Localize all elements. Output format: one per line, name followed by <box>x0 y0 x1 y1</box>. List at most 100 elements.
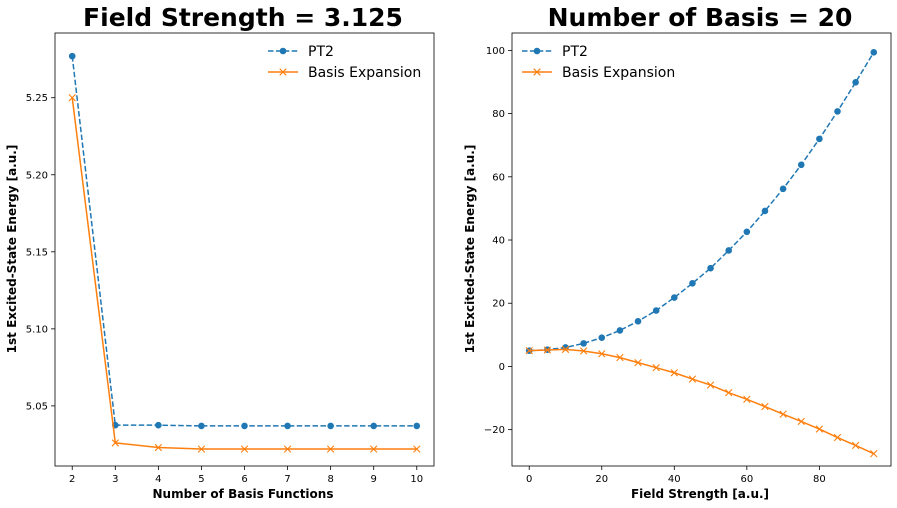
pt2-data-point <box>834 108 841 115</box>
pt2-data-point <box>327 422 334 430</box>
basis-expansion-data-point <box>725 388 733 397</box>
x-tick-label: 40 <box>668 474 681 485</box>
pt2-data-point <box>852 79 859 86</box>
basis-expansion-data-point <box>634 358 642 367</box>
x-tick-label: 5 <box>198 474 204 485</box>
left-chart-panel: Field Strength = 3.125 Number of Basis F… <box>5 3 435 501</box>
x-tick-label: 2 <box>69 474 75 485</box>
basis-expansion-data-point <box>797 417 805 426</box>
pt2-data-point <box>779 185 787 193</box>
pt2-data-point <box>870 48 878 56</box>
legend-pt2-label: PT2 <box>562 44 588 60</box>
basis-expansion-data-point <box>652 364 660 372</box>
pt2-data-point <box>616 327 624 334</box>
basis-expansion-data-point <box>579 347 588 355</box>
pt2-data-point <box>725 247 733 254</box>
chart-title: Number of Basis = 20 <box>548 3 853 32</box>
basis-expansion-data-point <box>833 433 842 442</box>
basis-expansion-data-point <box>598 350 606 358</box>
y-axis-label: 1st Excited-State Energy [a.u.] <box>5 145 19 354</box>
pt2-data-point <box>241 422 248 430</box>
y-tick-label: 5.20 <box>26 170 48 181</box>
pt2-data-point <box>598 334 606 341</box>
basis-expansion-series-line <box>529 348 875 455</box>
y-tick-label: 60 <box>492 172 505 183</box>
x-tick-label: 9 <box>371 474 377 485</box>
pt2-data-point <box>68 52 76 60</box>
y-tick-label: 100 <box>486 46 505 57</box>
legend-basis-expansion-label: Basis Expansion <box>308 65 421 81</box>
pt2-data-point <box>370 422 378 430</box>
legend: PT2 Basis Expansion <box>522 44 675 81</box>
x-tick-label: 7 <box>284 474 290 485</box>
basis-expansion-data-point <box>283 445 292 453</box>
chart-title: Field Strength = 3.125 <box>83 3 403 32</box>
x-axis-label: Field Strength [a.u.] <box>631 487 769 501</box>
basis-expansion-data-point <box>743 395 751 404</box>
x-tick-label: 6 <box>241 474 247 485</box>
basis-expansion-data-point <box>370 445 378 453</box>
x-tick-label: 8 <box>327 474 333 485</box>
basis-expansion-data-point <box>851 441 860 450</box>
plot-frame <box>54 32 435 467</box>
basis-expansion-data-point <box>154 443 163 452</box>
basis-expansion-data-point <box>326 445 335 453</box>
basis-expansion-data-point <box>413 445 421 453</box>
basis-expansion-data-point <box>616 353 624 362</box>
basis-expansion-data-point <box>197 445 206 453</box>
pt2-data-point <box>580 340 587 347</box>
pt2-data-point <box>761 207 769 215</box>
pt2-data-point <box>198 422 205 430</box>
legend-basis-expansion-marker <box>533 68 541 76</box>
basis-expansion-data-point <box>706 381 715 389</box>
x-tick-label: 4 <box>155 474 161 485</box>
basis-expansion-data-point <box>779 410 787 418</box>
y-tick-label: 5.15 <box>26 247 48 258</box>
pt2-data-point <box>797 161 805 169</box>
legend-basis-expansion-label: Basis Expansion <box>562 65 675 81</box>
x-tick-label: 20 <box>595 474 608 485</box>
pt2-data-point <box>707 264 714 272</box>
y-tick-label: 5.25 <box>26 93 48 104</box>
basis-expansion-data-point <box>761 402 769 411</box>
pt2-series-line <box>71 56 417 427</box>
legend: PT2 Basis Expansion <box>268 44 421 81</box>
basis-expansion-data-point <box>525 346 533 355</box>
x-tick-label: 3 <box>112 474 118 485</box>
pt2-data-point <box>413 422 421 430</box>
pt2-data-point <box>670 294 678 301</box>
basis-expansion-data-point <box>561 345 570 354</box>
y-tick-label: −20 <box>484 425 505 436</box>
legend-pt2-marker <box>533 47 541 55</box>
y-tick-label: 5.10 <box>26 324 48 335</box>
pt2-data-point <box>652 307 660 314</box>
basis-expansion-data-point <box>870 449 878 458</box>
pt2-data-point <box>743 228 751 236</box>
y-tick-label: 5.05 <box>26 401 48 412</box>
x-axis-label: Number of Basis Functions <box>153 487 334 501</box>
x-tick-label: 10 <box>410 474 423 485</box>
basis-expansion-data-point <box>68 94 76 102</box>
pt2-data-point <box>155 421 162 429</box>
legend-pt2-marker <box>279 47 287 55</box>
legend-basis-expansion-marker <box>279 68 287 76</box>
pt2-data-point <box>634 317 642 325</box>
pt2-series-line <box>529 51 875 352</box>
y-tick-label: 40 <box>492 236 505 247</box>
basis-expansion-data-point <box>240 445 249 453</box>
legend-pt2-label: PT2 <box>308 44 334 60</box>
basis-expansion-series-line <box>71 97 417 450</box>
basis-expansion-data-point <box>111 439 119 447</box>
x-tick-label: 60 <box>740 474 753 485</box>
basis-expansion-data-point <box>688 375 697 383</box>
x-tick-label: 0 <box>526 474 532 485</box>
basis-expansion-data-point <box>670 369 678 377</box>
y-tick-label: 20 <box>492 299 505 310</box>
pt2-data-point <box>284 422 291 430</box>
y-tick-label: 80 <box>492 109 505 120</box>
y-axis-label: 1st Excited-State Energy [a.u.] <box>463 145 477 354</box>
plot-frame <box>511 32 892 467</box>
basis-expansion-data-point <box>815 425 824 433</box>
y-tick-label: 0 <box>499 362 505 373</box>
